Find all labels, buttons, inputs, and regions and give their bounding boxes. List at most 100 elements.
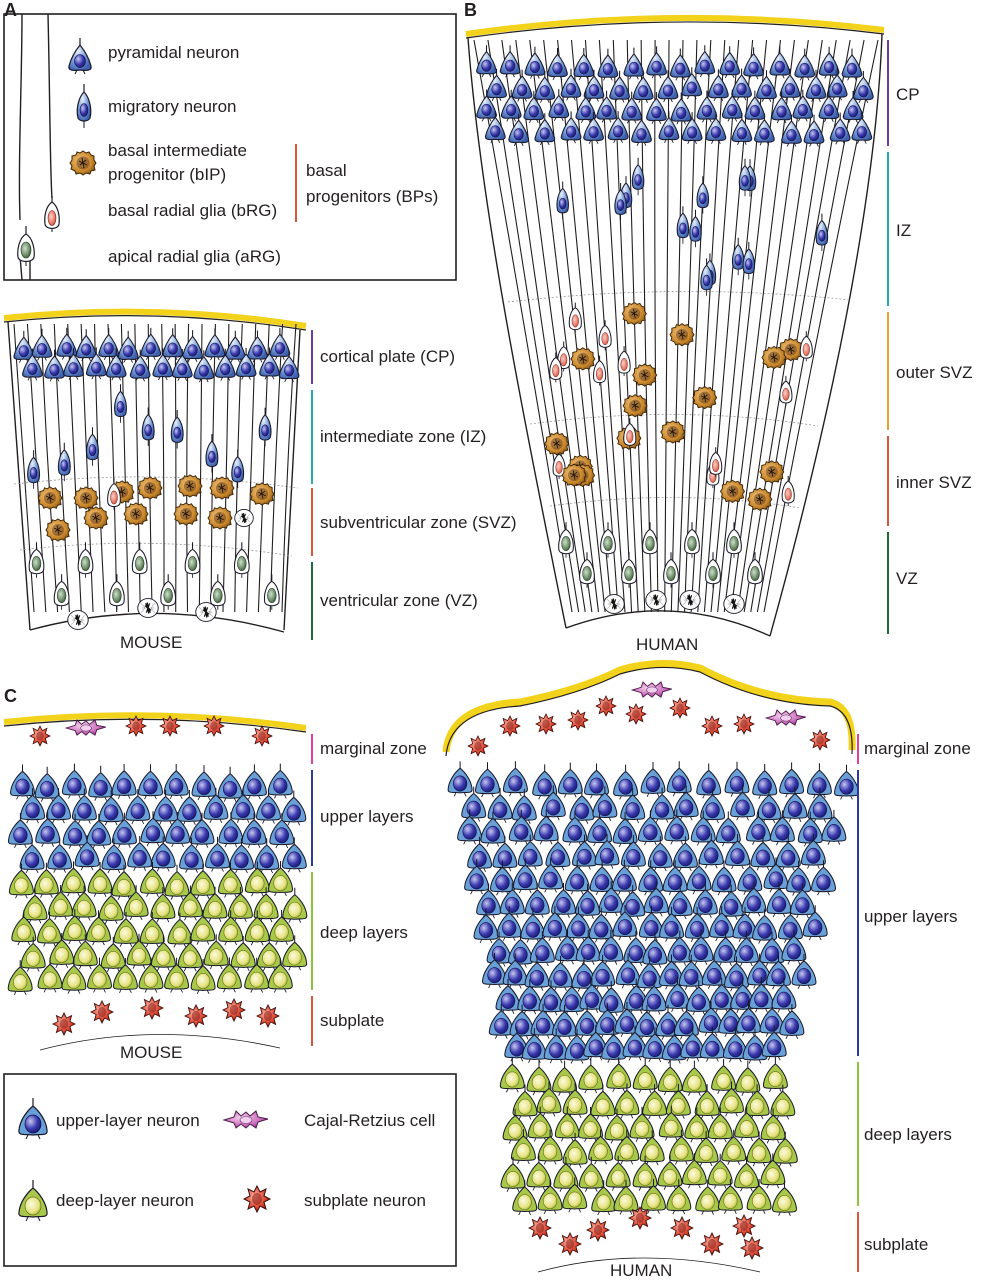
radial-glia-fiber xyxy=(120,323,130,613)
pyramidal-neuron xyxy=(841,48,863,81)
cajal-retzius-cell xyxy=(625,703,647,725)
zone-label: subventricular zone (SVZ) xyxy=(320,513,517,532)
subplate-neuron xyxy=(184,1004,208,1028)
deep-layer-legend-icon xyxy=(18,1179,48,1222)
radial-glia-fiber xyxy=(697,39,740,613)
upper-layer-neuron xyxy=(163,763,189,800)
basal-intermediate-progenitor xyxy=(137,476,163,500)
radial-glia-fiber xyxy=(210,323,216,613)
dividing-apical-radial-glia xyxy=(603,593,625,615)
human-c-caption: HUMAN xyxy=(610,1261,672,1280)
pyramidal-neuron xyxy=(75,328,97,362)
legend-arg-label: apical radial glia (aRG) xyxy=(108,247,281,266)
zone-label: inner SVZ xyxy=(896,473,972,492)
mouse-c-tissue xyxy=(3,712,307,1051)
cajal-retzius-cell xyxy=(159,715,181,737)
panel-label-c: C xyxy=(4,686,17,706)
basal-intermediate-progenitor xyxy=(621,302,647,326)
deep-layer-neuron xyxy=(632,1057,658,1094)
subplate-neuron xyxy=(628,1206,652,1230)
subplate-neuron xyxy=(700,1232,724,1256)
mouse-b-zone-labels: cortical plate (CP) intermediate zone (I… xyxy=(311,330,517,640)
mouse-b-cells xyxy=(13,327,300,631)
cajal-retzius-cell xyxy=(203,715,225,737)
pyramidal-neuron xyxy=(719,45,741,79)
cajal-retzius-cell xyxy=(65,719,107,736)
upper-layer-neuron xyxy=(217,766,243,803)
basal-intermediate-progenitor xyxy=(37,486,63,510)
cajal-retzius-legend-icon xyxy=(223,1110,269,1129)
subplate-legend-icon xyxy=(243,1185,271,1213)
apical-radial-glia xyxy=(558,521,574,559)
basal-intermediate-progenitor xyxy=(720,479,745,503)
basal-radial-glia xyxy=(781,475,795,507)
upper-layer-neuron xyxy=(267,763,293,799)
legend-pyramidal-label: pyramidal neuron xyxy=(108,43,239,62)
radial-glia-fiber xyxy=(186,323,190,613)
upper-layer-legend-icon xyxy=(18,1097,48,1140)
legend-bip-label-1: basal intermediate xyxy=(108,141,247,160)
zone-label: IZ xyxy=(896,221,911,240)
deep-layer-neuron xyxy=(111,864,137,901)
radial-glia-fiber xyxy=(654,39,659,613)
zone-label: ventricular zone (VZ) xyxy=(320,591,478,610)
migratory-neuron xyxy=(696,175,710,215)
radial-glia-fiber xyxy=(684,39,712,613)
radial-glia-fiber xyxy=(750,39,851,613)
zone-label: CP xyxy=(896,85,920,104)
radial-glia-fiber xyxy=(501,39,586,613)
subplate-neuron xyxy=(740,1236,764,1260)
basal-intermediate-progenitor xyxy=(759,460,785,484)
legend-migratory-label: migratory neuron xyxy=(108,97,237,116)
pyramidal-neuron xyxy=(247,329,268,363)
panel-label-a: A xyxy=(4,0,17,20)
migratory-neuron-legend-icon xyxy=(76,83,92,129)
zone-label: upper layers xyxy=(864,907,958,926)
human-b-caption: HUMAN xyxy=(636,635,698,654)
upper-layer-neuron xyxy=(810,859,837,896)
subplate-neuron xyxy=(732,1214,756,1238)
pyramidal-neuron xyxy=(269,327,291,361)
upper-layer-neuron xyxy=(779,761,805,798)
radial-glia-fiber xyxy=(756,39,865,613)
human-b-cells xyxy=(476,44,874,615)
zone-label: outer SVZ xyxy=(896,363,973,382)
basal-intermediate-progenitor xyxy=(544,432,570,456)
migratory-neuron xyxy=(170,409,184,450)
zone-label: subplate xyxy=(320,1011,384,1030)
apical-radial-glia xyxy=(600,521,616,559)
basal-intermediate-progenitor xyxy=(660,420,686,444)
pyramidal-neuron xyxy=(743,46,764,80)
apical-radial-glia xyxy=(642,521,658,559)
pyramidal-neuron xyxy=(547,47,568,81)
upper-layer-neuron xyxy=(137,763,164,800)
cajal-retzius-cell xyxy=(29,725,51,747)
pyramidal-neuron xyxy=(669,47,691,81)
apical-radial-glia xyxy=(131,541,148,579)
pyramidal-neuron xyxy=(204,327,226,361)
radial-glia-fiber xyxy=(80,323,94,613)
migratory-neuron xyxy=(114,383,127,424)
legend-a-box xyxy=(3,13,457,281)
arg-legend-icon xyxy=(17,225,35,267)
zone-label: deep layers xyxy=(864,1125,952,1144)
dividing-progenitor xyxy=(234,508,254,528)
radial-glia-fiber xyxy=(174,323,177,613)
human-b-tissue xyxy=(465,14,885,637)
deep-layer-neuron xyxy=(500,1156,526,1193)
basal-radial-glia xyxy=(709,446,723,478)
basal-intermediate-progenitor xyxy=(73,486,99,510)
radial-glia-fiber xyxy=(147,323,153,613)
pyramidal-neuron xyxy=(573,47,595,81)
cajal-retzius-cell xyxy=(125,715,147,737)
upper-layer-neuron xyxy=(474,761,501,798)
legend-c-box xyxy=(3,1073,457,1267)
deep-layer-neuron xyxy=(735,1060,761,1097)
apical-radial-glia xyxy=(705,551,721,589)
basal-radial-glia xyxy=(617,345,631,377)
legend-bp-label-1: basal xyxy=(306,161,347,180)
radial-glia-fiber xyxy=(473,39,573,613)
dividing-apical-radial-glia xyxy=(67,609,89,631)
pyramidal-neuron xyxy=(694,44,716,78)
legend-bip-label-2: progenitor (bIP) xyxy=(108,165,226,184)
